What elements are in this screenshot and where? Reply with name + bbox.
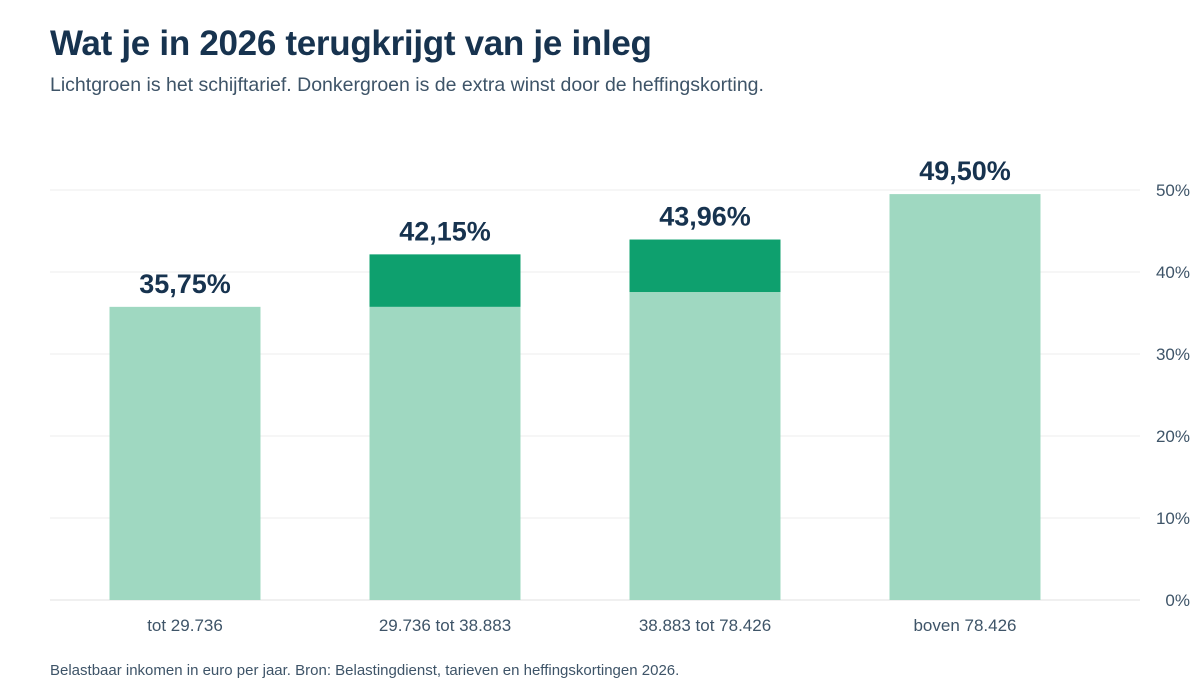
label-layer: 0% 10% 20% 30% 40% 50% 35,75% tot 29.736 42,15% 2…: [139, 156, 1190, 635]
x-category-label: tot 29.736: [147, 616, 223, 635]
bar-value-label: 43,96%: [659, 202, 751, 232]
bar-value-label: 35,75%: [139, 269, 231, 299]
x-category-label: 38.883 tot 78.426: [639, 616, 771, 635]
y-tick-label: 20%: [1156, 427, 1190, 446]
chart-subtitle: Lichtgroen is het schijftarief. Donkergr…: [50, 74, 764, 96]
y-tick-label: 50%: [1156, 181, 1190, 200]
x-category-label: boven 78.426: [913, 616, 1016, 635]
bar-tax-credit-gain: [629, 239, 781, 293]
y-tick-label: 40%: [1156, 263, 1190, 282]
y-tick-label: 10%: [1156, 509, 1190, 528]
bar-bracket-rate: [109, 306, 261, 600]
bar-tax-credit-gain: [369, 254, 521, 307]
y-tick-label: 30%: [1156, 345, 1190, 364]
bar-bracket-rate: [629, 292, 781, 600]
bar-bracket-rate: [889, 194, 1041, 600]
x-category-label: 29.736 tot 38.883: [379, 616, 511, 635]
bar-value-label: 49,50%: [919, 156, 1011, 186]
source-footnote: Belastbaar inkomen in euro per jaar. Bro…: [50, 662, 680, 679]
chart-title: Wat je in 2026 terugkrijgt van je inleg: [50, 24, 652, 63]
bar-value-label: 42,15%: [399, 216, 491, 246]
bar-layer: [109, 194, 1041, 600]
y-tick-label: 0%: [1165, 591, 1190, 610]
bar-bracket-rate: [369, 306, 521, 600]
